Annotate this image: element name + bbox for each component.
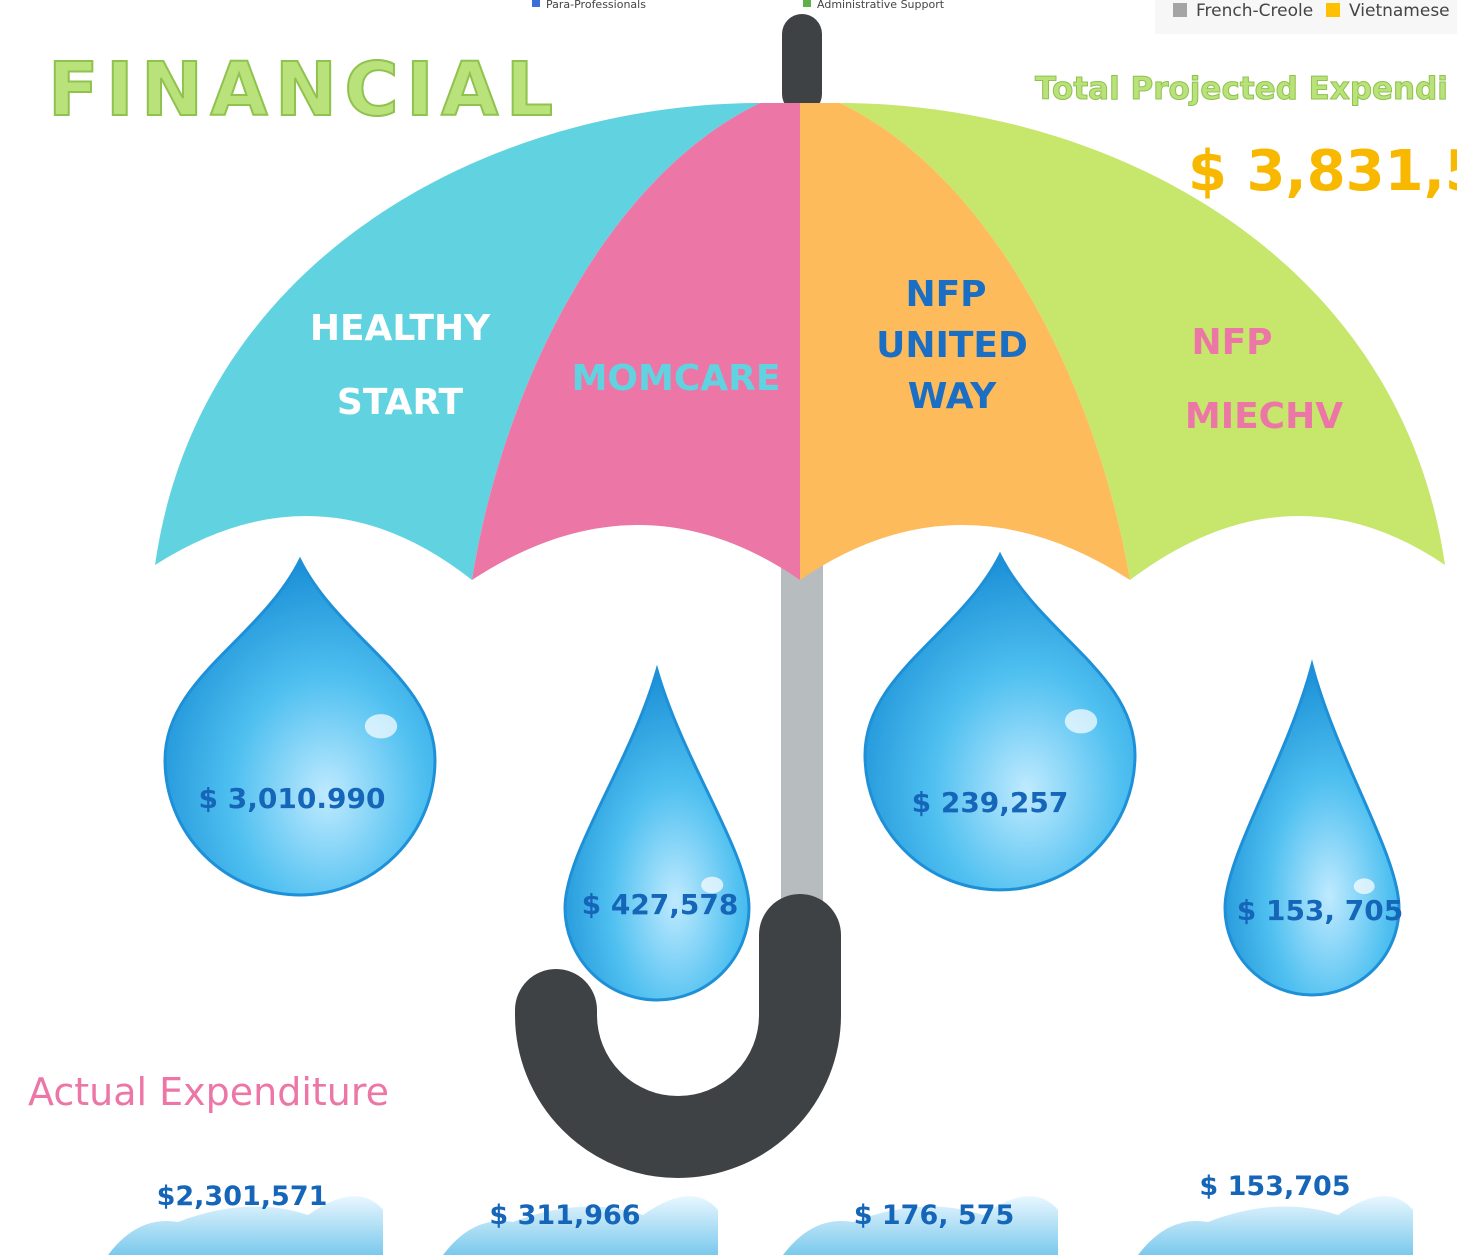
legend-swatch bbox=[1326, 3, 1340, 17]
drop-value: $ 239,257 bbox=[912, 786, 1069, 819]
actual-value: $ 311,966 bbox=[489, 1200, 640, 1231]
section-title: Actual Expenditure bbox=[28, 1070, 389, 1114]
actual-value: $2,301,571 bbox=[157, 1181, 328, 1212]
umbrella-shaft bbox=[781, 560, 823, 940]
infographic: Para-Professionals Administrative Suppor… bbox=[0, 0, 1457, 1258]
segment-label: NFP bbox=[1191, 322, 1272, 363]
segment-label: HEALTHY bbox=[310, 308, 491, 349]
legend-swatch bbox=[803, 0, 811, 7]
segment-label: MIECHV bbox=[1185, 396, 1343, 437]
drop-value: $ 427,578 bbox=[582, 888, 739, 921]
page: Para-Professionals Administrative Suppor… bbox=[0, 0, 1457, 1258]
actual-value: $ 153,705 bbox=[1199, 1171, 1350, 1202]
water-drop bbox=[1225, 665, 1399, 995]
projected-label: Total Projected Expendi bbox=[1035, 71, 1448, 107]
drop-highlight bbox=[365, 714, 397, 738]
umbrella-hook bbox=[760, 930, 838, 990]
drop-value: $ 153, 705 bbox=[1237, 894, 1404, 927]
water-splash bbox=[1138, 1196, 1413, 1255]
legend-swatch bbox=[532, 0, 540, 7]
title: FINANCIAL bbox=[48, 47, 553, 133]
segment-label: UNITED bbox=[876, 325, 1028, 366]
segment-label: MOMCARE bbox=[572, 358, 781, 399]
drop-value: $ 3,010.990 bbox=[199, 782, 386, 815]
umbrella-tip bbox=[782, 14, 822, 114]
legend-swatch bbox=[1173, 3, 1187, 17]
segment-label: START bbox=[337, 382, 464, 423]
drop-highlight bbox=[1354, 878, 1375, 894]
projected-value: $ 3,831,5 bbox=[1188, 139, 1457, 204]
segment-label: WAY bbox=[908, 376, 998, 417]
legend-label: Para-Professionals bbox=[546, 0, 646, 11]
actual-value: $ 176, 575 bbox=[854, 1200, 1015, 1231]
water-drop bbox=[565, 670, 749, 1000]
legend-label: French-Creole bbox=[1196, 1, 1313, 21]
drop-highlight bbox=[1065, 709, 1097, 733]
segment-label: NFP bbox=[905, 274, 986, 315]
legend-label: Administrative Support bbox=[817, 0, 945, 11]
legend-label: Vietnamese bbox=[1349, 1, 1450, 21]
